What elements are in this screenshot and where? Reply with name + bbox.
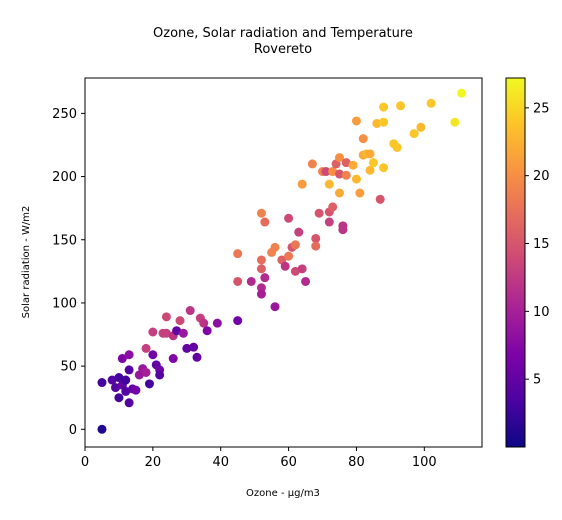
data-point [338,225,347,234]
colorbar-tick-label: 10 [533,305,550,320]
data-point [257,255,266,264]
data-point [203,326,212,335]
data-point [260,218,269,227]
data-point [281,262,290,271]
data-point [349,161,358,170]
data-point [125,365,134,374]
data-point [189,343,198,352]
data-point [301,277,310,286]
data-point [457,89,466,98]
data-point [192,353,201,362]
data-point [359,134,368,143]
data-point [233,249,242,258]
data-point [379,163,388,172]
data-point [233,316,242,325]
data-point [179,329,188,338]
data-point [271,243,280,252]
data-point [355,188,364,197]
colorbar-tick-label: 25 [533,101,550,116]
data-point [335,188,344,197]
data-point [291,240,300,249]
chart-subtitle: Rovereto [254,42,312,57]
data-point [155,370,164,379]
data-point [257,209,266,218]
data-point [450,118,459,127]
data-point [379,118,388,127]
data-point [114,393,123,402]
data-point [142,344,151,353]
data-point [379,103,388,112]
data-point [396,101,405,110]
data-point [427,99,436,108]
y-axis-label: Solar radiation - W/m2 [21,206,32,319]
data-point [416,123,425,132]
data-point [260,273,269,282]
data-point [125,398,134,407]
data-point [213,319,222,328]
data-point [271,302,280,311]
y-axis: 0 50 100 150 200 250 [52,107,85,438]
data-point [97,425,106,434]
data-point [298,264,307,273]
data-point [284,214,293,223]
data-point [169,354,178,363]
x-tick-label: 80 [348,455,365,470]
data-point [294,228,303,237]
data-point [121,376,130,385]
data-point [257,264,266,273]
data-point [315,209,324,218]
data-point [148,350,157,359]
data-point [97,378,106,387]
data-point [328,202,337,211]
data-point [125,350,134,359]
x-tick-label: 60 [280,455,297,470]
data-point [325,218,334,227]
data-point [410,129,419,138]
data-point [311,242,320,251]
chart-title: Ozone, Solar radiation and Temperature [153,26,413,41]
colorbar-tick-label: 20 [533,169,550,184]
data-point [176,316,185,325]
data-point [142,368,151,377]
data-point [352,175,361,184]
y-tick-label: 250 [52,107,77,122]
x-tick-label: 100 [412,455,437,470]
y-tick-label: 50 [60,360,77,375]
data-point [257,290,266,299]
data-point [148,328,157,337]
x-axis-label: Ozone - µg/m3 [246,488,320,499]
y-tick-label: 200 [52,170,77,185]
x-axis: 0 20 40 60 80 100 [81,447,437,470]
data-point [393,143,402,152]
data-point [376,195,385,204]
data-point [284,252,293,261]
data-point [366,149,375,158]
data-point [247,277,256,286]
data-point [131,386,140,395]
x-tick-label: 0 [81,455,89,470]
data-point [186,306,195,315]
y-tick-label: 100 [52,296,77,311]
data-point [298,180,307,189]
data-point [233,277,242,286]
y-tick-label: 150 [52,233,77,248]
y-tick-label: 0 [69,423,77,438]
points-layer [97,89,466,434]
x-tick-label: 20 [145,455,162,470]
data-point [308,159,317,168]
data-point [352,116,361,125]
colorbar-tick-label: 5 [533,373,541,388]
data-point [342,171,351,180]
x-tick-label: 40 [212,455,229,470]
data-point [325,180,334,189]
colorbar-tick-label: 15 [533,237,550,252]
colorbar [506,78,525,447]
data-point [162,312,171,321]
data-point [145,379,154,388]
colorbar-ticks: 5 10 15 20 25 [525,101,550,387]
data-point [369,158,378,167]
